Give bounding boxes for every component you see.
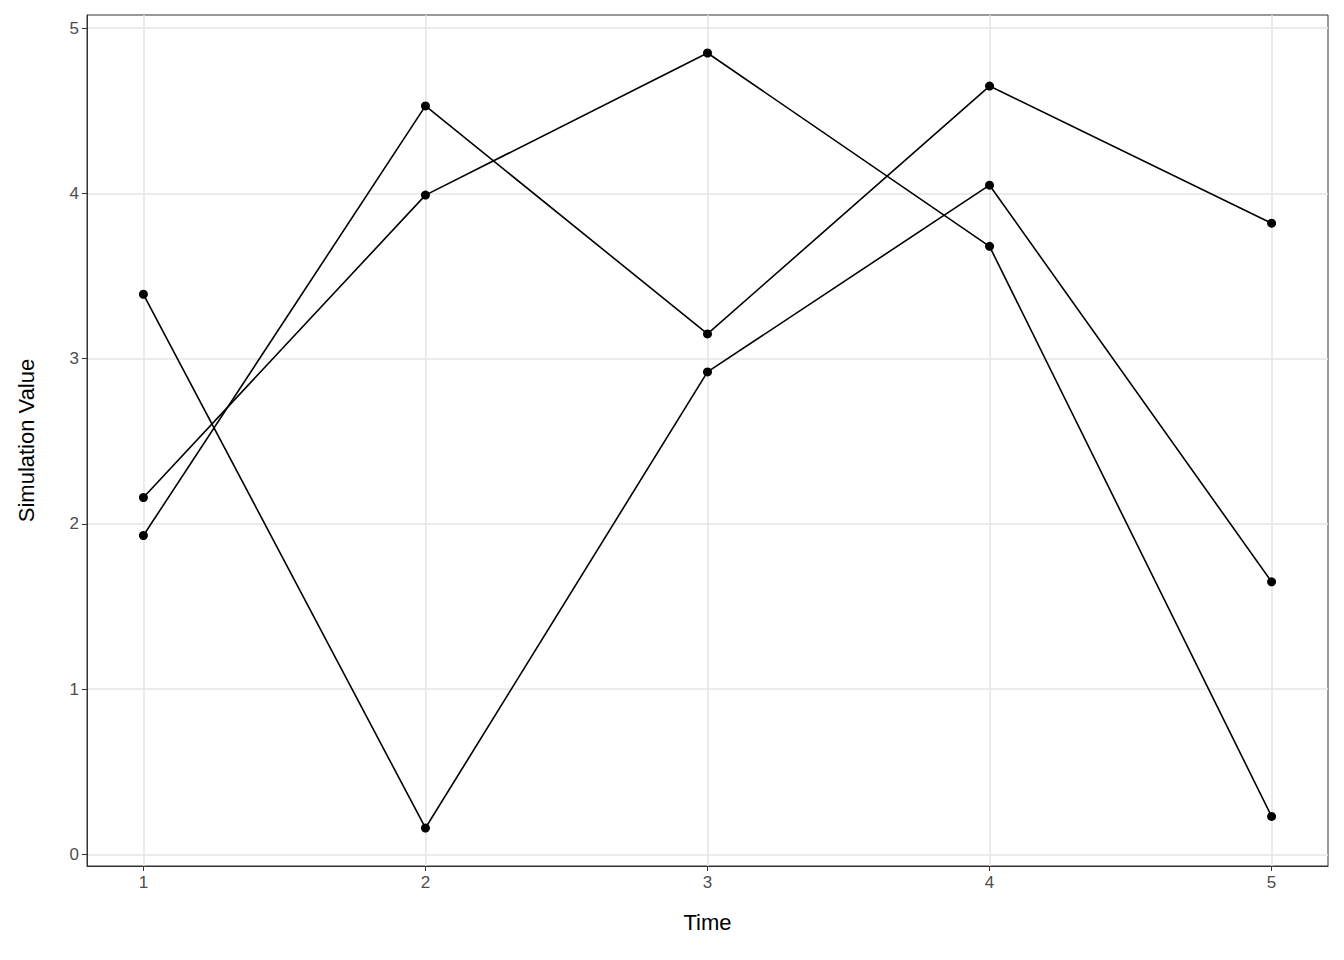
svg-text:3: 3 <box>70 349 79 368</box>
svg-text:Time: Time <box>683 910 731 935</box>
svg-text:2: 2 <box>70 514 79 533</box>
svg-text:Simulation Value: Simulation Value <box>14 359 39 522</box>
svg-text:4: 4 <box>70 184 79 203</box>
svg-text:2: 2 <box>421 873 430 892</box>
svg-text:1: 1 <box>139 873 148 892</box>
svg-text:5: 5 <box>70 19 79 38</box>
svg-text:0: 0 <box>70 845 79 864</box>
svg-text:1: 1 <box>70 680 79 699</box>
svg-text:3: 3 <box>703 873 712 892</box>
svg-text:5: 5 <box>1267 873 1276 892</box>
svg-text:4: 4 <box>985 873 994 892</box>
